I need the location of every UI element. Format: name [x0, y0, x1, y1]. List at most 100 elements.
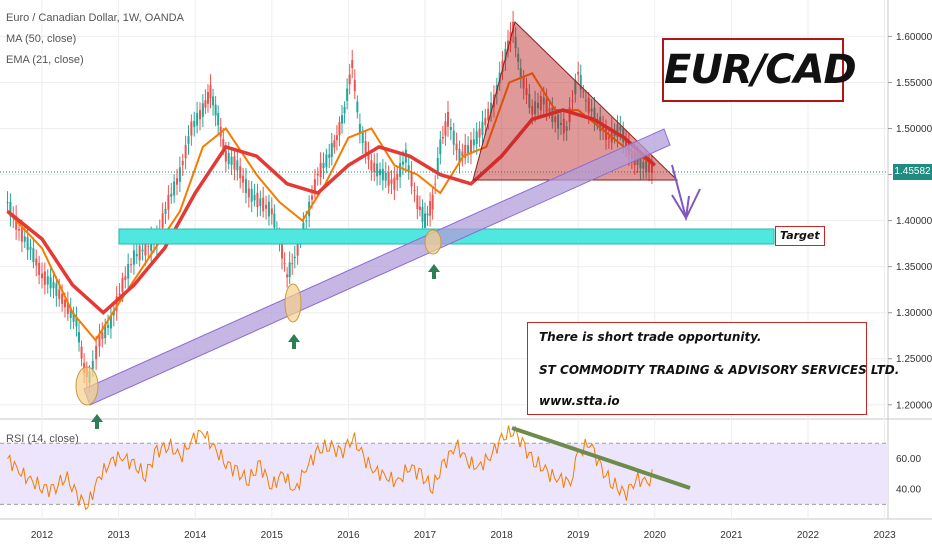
candle-body [434, 183, 437, 185]
symbol-title[interactable]: Euro / Canadian Dollar, 1W, OANDA [6, 12, 184, 24]
candle-body [256, 192, 259, 208]
x-tick-label: 2023 [873, 530, 896, 541]
rsi-panel [0, 425, 888, 511]
x-tick-label: 2022 [797, 530, 820, 541]
candle-body [98, 334, 101, 347]
candle-body [424, 213, 426, 228]
candle-body [548, 108, 551, 112]
candle-body [574, 79, 577, 95]
candle-body [187, 136, 190, 144]
candle-body [421, 207, 424, 222]
candle-body [38, 262, 41, 276]
candle-body [436, 158, 439, 173]
candle-body [490, 102, 493, 114]
candle-body [236, 160, 239, 171]
candle-body [376, 163, 379, 177]
candle-body [46, 276, 49, 285]
candle-body [35, 258, 38, 266]
candle-body [504, 48, 507, 61]
candle-body [224, 150, 227, 162]
candle-body [130, 264, 133, 266]
candle-body [63, 299, 66, 308]
candle-body [91, 360, 94, 369]
candle-body [542, 97, 545, 105]
x-tick-label: 2019 [567, 530, 590, 541]
candle-body [259, 198, 262, 206]
candle-body [373, 163, 376, 173]
candle-body [610, 128, 613, 143]
trade-note-box[interactable]: There is short trade opportunity. ST COM… [527, 322, 899, 415]
candle-body [286, 274, 289, 278]
candle-body [181, 160, 184, 166]
candle-body [590, 108, 593, 112]
projection-arrow-head [671, 194, 690, 221]
candle-body [135, 254, 138, 257]
candle-body [439, 139, 442, 155]
candle-body [452, 130, 455, 145]
candle-body [29, 246, 32, 250]
candle-body [531, 105, 534, 115]
y-tick-label: 1.30000 [896, 308, 932, 319]
candle-body [217, 113, 220, 126]
y-tick-label: 1.50000 [896, 124, 932, 135]
candle-body [390, 179, 393, 184]
x-tick-label: 2018 [490, 530, 513, 541]
candle-body [579, 75, 582, 90]
candle-body [338, 121, 341, 136]
candle-body [198, 110, 201, 120]
pair-title-box[interactable]: EUR/CAD [662, 38, 857, 102]
pair-title: EUR/CAD [664, 47, 857, 93]
note-line-1: There is short trade opportunity. [539, 330, 762, 344]
candle-body [244, 179, 247, 193]
candle-body [20, 227, 23, 242]
candle-body [577, 71, 580, 75]
candle-body [273, 213, 276, 228]
candle-body [230, 156, 233, 165]
candle-body [367, 152, 370, 160]
chart-drawings [75, 21, 775, 429]
candle-body [316, 173, 319, 176]
candle-body [519, 68, 522, 79]
candle-body [364, 141, 367, 153]
candle-body [115, 296, 118, 311]
candle-body [32, 248, 35, 263]
target-label[interactable]: Target [775, 226, 825, 246]
candle-body [593, 107, 596, 122]
candle-body [353, 79, 356, 92]
ma-indicator-label[interactable]: MA (50, close) [6, 33, 77, 45]
candle-body [9, 201, 12, 217]
rsi-indicator-label[interactable]: RSI (14, close) [6, 433, 79, 445]
candle-body [472, 139, 475, 146]
candle-body [636, 156, 639, 165]
candle-body [525, 88, 528, 96]
candle-body [196, 112, 199, 126]
candle-body [509, 31, 512, 42]
candle-body [333, 140, 336, 148]
candle-body [170, 193, 173, 197]
candle-body [584, 100, 587, 102]
candle-body [343, 106, 346, 114]
candle-body [441, 137, 444, 139]
candle-body [413, 190, 416, 192]
ema-indicator-label[interactable]: EMA (21, close) [6, 54, 84, 66]
candle-body [109, 315, 112, 329]
candle-body [265, 204, 268, 209]
candle-body [124, 276, 127, 280]
candle-body [514, 36, 517, 49]
candle-body [164, 208, 167, 214]
candle-body [399, 162, 402, 177]
candle-body [18, 229, 21, 231]
candle-body [281, 244, 284, 259]
candle-body [204, 100, 207, 108]
candle-body [361, 132, 364, 143]
candle-body [481, 121, 484, 136]
candle-body [66, 302, 69, 314]
candle-body [393, 177, 396, 190]
last-price-badge: 1.45582 [893, 164, 932, 180]
candle-body [559, 122, 562, 125]
candle-body [625, 138, 628, 146]
candle-body [536, 102, 539, 109]
candle-body [449, 127, 452, 131]
candle-body [642, 162, 645, 169]
